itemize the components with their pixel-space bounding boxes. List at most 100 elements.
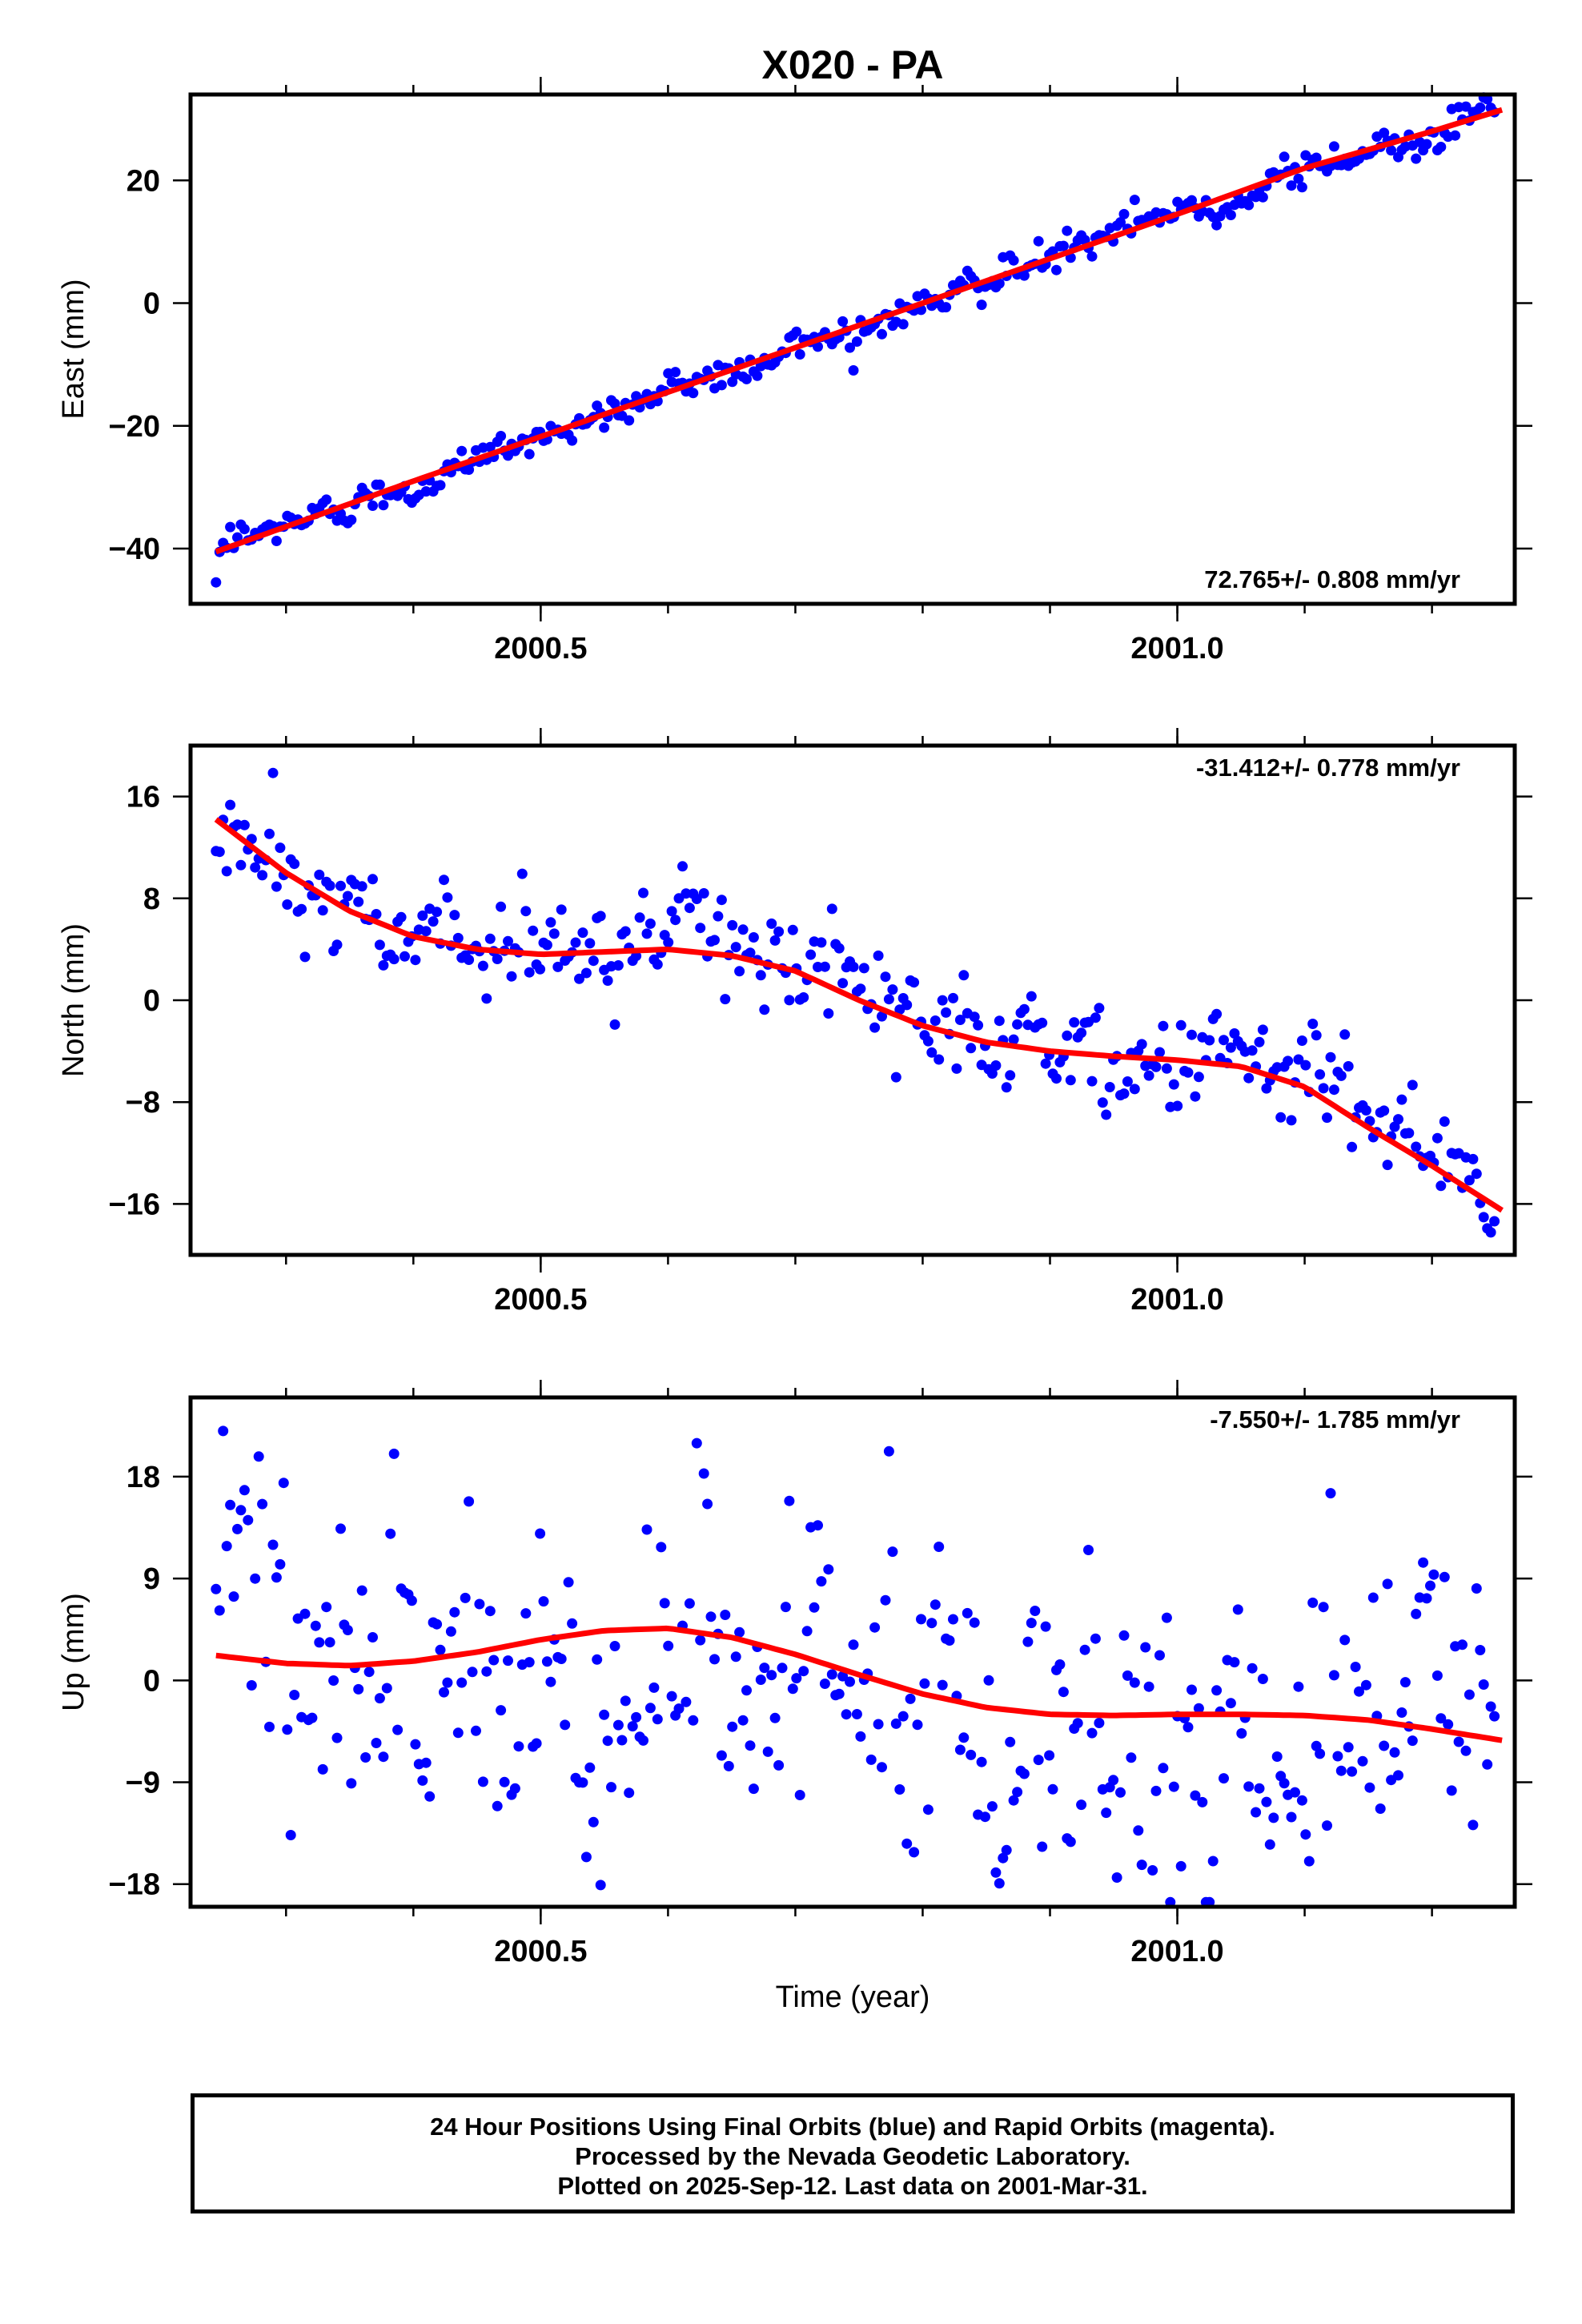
data-point	[314, 869, 325, 880]
data-point	[730, 942, 741, 953]
data-point	[496, 901, 507, 912]
data-point	[973, 1019, 984, 1031]
data-point	[958, 970, 970, 981]
data-point	[1286, 1811, 1297, 1823]
data-point	[225, 1499, 236, 1510]
data-point	[1030, 1606, 1041, 1616]
data-point	[1069, 1017, 1080, 1028]
y-tick-label: 20	[126, 164, 160, 198]
data-point	[324, 880, 335, 891]
data-point	[439, 1687, 449, 1698]
east-y-axis-label: East (mm)	[57, 279, 90, 419]
data-point	[1286, 1115, 1297, 1126]
data-point	[599, 422, 610, 433]
data-point	[638, 1735, 648, 1746]
data-point	[887, 1546, 898, 1558]
data-point	[531, 1738, 542, 1749]
data-point	[845, 342, 855, 353]
data-point	[848, 365, 859, 376]
data-point	[1161, 1612, 1172, 1623]
data-point	[552, 961, 564, 972]
data-point	[492, 1800, 503, 1811]
data-point	[367, 1632, 378, 1642]
data-point	[496, 1705, 507, 1716]
up-rate-label: -7.550+/- 1.785 mm/yr	[1210, 1405, 1460, 1433]
data-point	[986, 1068, 998, 1079]
data-point	[1328, 1084, 1339, 1096]
data-point	[250, 862, 261, 873]
data-point	[627, 1721, 638, 1732]
data-point	[264, 828, 275, 839]
data-point	[734, 1626, 745, 1638]
data-point	[1150, 1785, 1162, 1796]
data-point	[858, 963, 869, 974]
data-point	[1065, 1075, 1076, 1086]
data-point	[567, 435, 578, 446]
data-point	[1439, 1116, 1450, 1127]
data-point	[1175, 1019, 1186, 1031]
data-point	[930, 1015, 941, 1026]
data-point	[328, 1675, 339, 1686]
data-point	[659, 1598, 670, 1609]
data-point	[819, 961, 830, 972]
data-point	[1051, 1073, 1062, 1084]
data-point	[887, 984, 898, 995]
data-point	[951, 1063, 962, 1074]
data-point	[883, 994, 894, 1005]
data-point	[1236, 1728, 1247, 1739]
data-point	[948, 1614, 958, 1625]
data-point	[417, 1775, 428, 1786]
data-point	[644, 918, 656, 929]
data-point	[420, 926, 432, 937]
data-point	[819, 1679, 830, 1689]
data-point	[567, 1618, 578, 1629]
footer-box: 24 Hour Positions Using Final Orbits (bl…	[191, 2093, 1515, 2213]
data-point	[271, 536, 282, 546]
data-point	[805, 949, 817, 960]
data-point	[484, 933, 496, 944]
data-point	[794, 349, 805, 360]
data-point	[698, 1468, 709, 1479]
data-point	[901, 1838, 913, 1849]
x-tick-label: 2000.5	[494, 1935, 587, 1968]
data-point	[499, 1776, 510, 1787]
data-point	[1047, 1783, 1058, 1795]
data-point	[837, 978, 849, 989]
data-point	[1062, 1030, 1073, 1041]
data-point	[1354, 1686, 1364, 1697]
data-point	[239, 1485, 250, 1496]
data-point	[474, 1598, 485, 1610]
data-point	[1207, 1856, 1219, 1867]
data-point	[720, 994, 731, 1005]
data-point	[813, 341, 823, 352]
data-point	[998, 1852, 1009, 1864]
data-point	[314, 1637, 325, 1648]
data-point	[556, 904, 567, 915]
data-point	[1158, 1020, 1169, 1031]
data-point	[609, 398, 620, 409]
data-point	[410, 1739, 421, 1750]
x-tick-label: 2001.0	[1130, 1935, 1223, 1968]
data-point	[388, 954, 400, 965]
data-point	[214, 846, 225, 858]
data-point	[381, 1683, 392, 1694]
data-point	[467, 1667, 478, 1678]
data-point	[801, 1626, 813, 1637]
data-point	[1211, 1008, 1223, 1019]
data-point	[1076, 1799, 1087, 1811]
data-point	[1468, 1153, 1479, 1164]
data-point	[833, 1688, 845, 1699]
data-point	[677, 861, 688, 872]
data-point	[1311, 1030, 1322, 1041]
data-point	[969, 1011, 980, 1023]
data-point	[930, 1599, 941, 1610]
data-point	[225, 521, 236, 533]
data-point	[773, 1759, 785, 1771]
data-point	[1296, 1795, 1307, 1806]
data-point	[406, 1595, 417, 1606]
data-point	[720, 1610, 731, 1620]
data-point	[1005, 1070, 1016, 1081]
y-tick-label: −8	[126, 1086, 160, 1120]
data-point	[755, 1675, 766, 1685]
data-point	[1140, 1642, 1151, 1653]
